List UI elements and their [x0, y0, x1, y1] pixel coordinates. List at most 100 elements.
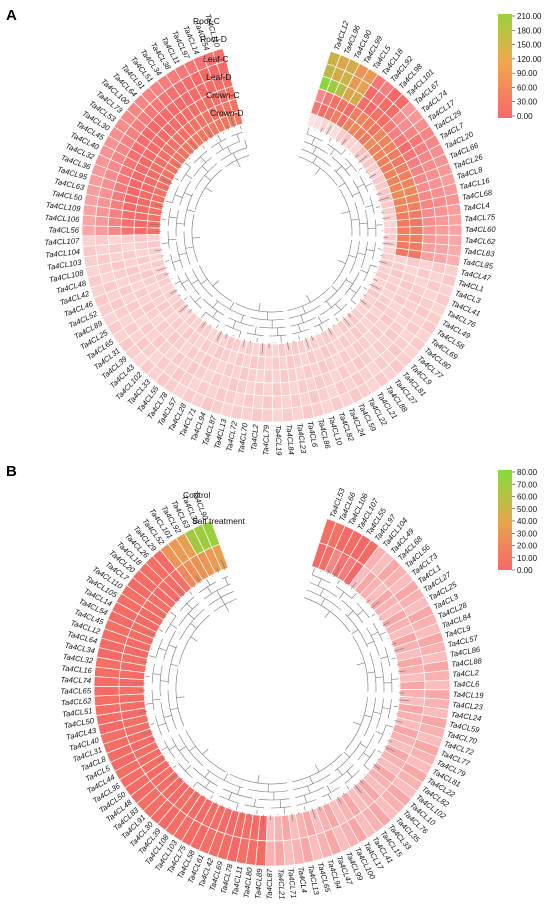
panel-b-tree-arc [363, 748, 376, 766]
panel-a-tree-branch [335, 165, 342, 172]
panel-b-tree-branch [224, 604, 229, 612]
panel-a-cell-78-4 [94, 235, 109, 246]
panel-b-tree-branch [224, 577, 229, 586]
panel-a-legend-tick: 210.00 [517, 12, 542, 21]
panel-a-cell-79-5 [81, 225, 96, 237]
panel-b-tree-branch [254, 798, 256, 807]
panel-a-tree-branch [298, 335, 300, 340]
panel-b-tree-branch [391, 657, 396, 660]
panel-b-tree-branch [377, 750, 382, 753]
panel-b-tree-branch [186, 603, 193, 610]
panel-a-tree-branch [174, 194, 183, 198]
panel-b-tree-branch [345, 582, 347, 585]
panel-a-tree-branch [179, 304, 189, 313]
panel-a-tree-branch [229, 302, 235, 310]
panel-b-tree-branch [168, 644, 177, 649]
panel-a-cell-20-4 [433, 205, 449, 218]
panel-b-tree-arc [312, 574, 331, 584]
panel-a-tree-branch [232, 320, 237, 329]
panel-a-tree-branch [359, 299, 367, 305]
panel-b-tree-branch [291, 813, 294, 822]
panel-b-leaf-label: Ta4CL51 [62, 706, 93, 719]
panel-b-tree-branch [195, 576, 201, 584]
panel-a-tree-branch [354, 154, 359, 159]
panel-b-tree-branch [220, 805, 224, 810]
panel-b-tree-branch [393, 705, 398, 708]
panel-a-tree-branch [181, 279, 189, 284]
panel-a-tree-branch [244, 139, 248, 148]
panel-b-tree-branch [207, 586, 212, 594]
panel-b-tree-branch [307, 785, 311, 794]
panel-b-tree-arc [380, 661, 385, 693]
panel-a-tree-branch [201, 166, 209, 172]
panel-a-cell-23-4 [435, 234, 450, 246]
panel-a-tree-branch [190, 141, 198, 150]
panel-a-ring-label: Crown-D [210, 108, 244, 118]
panel-b-tree-arc [356, 602, 370, 619]
panel-a-cell-21-0 [383, 220, 398, 229]
panel-b-tree-arc [357, 733, 375, 761]
panel-a-cell-20-3 [420, 207, 436, 219]
panel-a-tree-branch [242, 339, 246, 348]
panel-b-tree-branch [139, 710, 148, 713]
panel-a-cell-51-5 [261, 408, 273, 423]
panel-a-tree-branch [358, 155, 368, 163]
panel-b-tree-branch [346, 770, 353, 778]
panel-a-leaf-label: Ta4CL83 [464, 246, 496, 258]
panel-a-tree-branch [150, 224, 162, 226]
panel-a-tree-branch [376, 192, 382, 196]
panel-b-leaf-label: Ta4CL65 [60, 686, 91, 696]
panel-a-cell-49-4 [280, 394, 293, 410]
panel-b-leaf-label: Ta4CL19 [453, 690, 485, 700]
panel-b-tree-branch [176, 587, 185, 597]
panel-a-tree-branch [162, 178, 173, 184]
panel-b-legend-tick: 70.00 [517, 480, 538, 489]
panel-b-tree-branch [327, 569, 330, 574]
panel-a-cell-77-5 [82, 245, 97, 258]
panel-b-tree-branch [363, 765, 370, 770]
panel-a-ring-label: Leaf-C [203, 54, 229, 64]
panel-b-tree-branch [149, 655, 157, 658]
panel-a-legend-tick: 0.00 [517, 112, 533, 121]
panel-a-cell-80-5 [81, 214, 97, 227]
panel-b-leaf-label: Ta4CL80 [242, 866, 255, 898]
panel-b-tree-branch [257, 774, 260, 783]
panel-b-leaf-label: Ta4CL62 [61, 696, 93, 707]
panel-a-tree-branch [363, 294, 366, 297]
panel-a-tree-branch [204, 175, 211, 181]
panel-a-tree-branch [217, 135, 222, 142]
panel-a-tree-branch [349, 288, 357, 294]
panel-a-tree-branch [357, 252, 366, 256]
panel-a-cell-22-5 [448, 224, 463, 236]
panel-b-tree-branch [319, 588, 324, 596]
panel-a-tree-branch [306, 295, 311, 303]
panel-b-tree-branch [228, 792, 232, 801]
panel-b-leaf-label: Ta4CL2 [452, 668, 480, 679]
panel-b-tree-branch [382, 621, 390, 626]
panel-a-cell-79-4 [94, 225, 109, 237]
panel-a-tree-arc [327, 143, 342, 155]
panel-a-tree-arc [215, 141, 240, 155]
panel-a-tree-branch [315, 167, 321, 175]
panel-a-cell-78-0 [146, 233, 161, 242]
panel-b-tree-branch [363, 752, 371, 758]
panel-b-letter: B [6, 463, 17, 480]
panel-a-ring-label: Root-C [193, 16, 220, 26]
panel-a-tree-branch [342, 317, 351, 326]
panel-b-tree-branch [148, 640, 154, 643]
panel-a-cell-49-5 [281, 407, 294, 423]
panel-a-tree-arc [365, 209, 369, 237]
panel-b-legend-tick: 10.00 [517, 554, 538, 563]
panel-a-leaf-label: Ta4CL109 [45, 200, 81, 213]
panel-a-tree-branch [212, 310, 218, 318]
panel-b-tree-branch [146, 631, 157, 637]
panel-a-tree-branch [188, 157, 191, 160]
panel-b-tree-arc [321, 787, 340, 798]
panel-a-cell-80-3 [107, 216, 122, 228]
panel-a-cell-49-1 [278, 355, 288, 371]
panel-a-tree-branch [174, 177, 179, 181]
panel-a-tree-branch [226, 125, 230, 130]
panel-a-cell-21-3 [421, 216, 437, 227]
panel-b-leaf-label: Ta4CL24 [450, 710, 482, 723]
panel-a-tree-branch [232, 152, 238, 161]
